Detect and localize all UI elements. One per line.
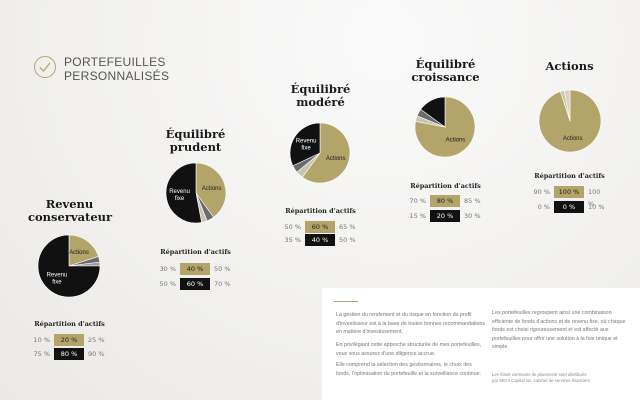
range-low: 30 % [159,265,176,273]
portfolio-equilibre-prudent: Équilibré prudent Actions Revenu fixe Répa… [148,128,243,298]
info-paragraph-4: Les portefeuilles regroupent ainsi une c… [492,310,626,351]
portfolio-equilibre-croissance: Équilibré croissance Actions Répartition… [398,58,493,228]
range-target: 80 % [54,348,84,360]
revenu-fixe-range-row: 75 % 80 % 90 % [32,348,127,360]
info-paragraph-3: Elle comprend la sélection des gestionna… [336,362,481,377]
range-target: 100 % [554,186,584,198]
range-target: 40 % [180,263,210,275]
portfolio-title: Revenu conservateur [28,197,113,224]
repartition-title: Répartition d'actifs [160,248,231,256]
actions-range-row: 90 % 100 % 100 % [532,186,627,208]
range-low: 35 % [284,236,301,244]
slice-label: Actions [563,136,583,142]
pie-slice [420,96,446,128]
range-high: 90 % [88,350,105,358]
info-paragraph-2: En privilégiant cette approche structuré… [336,342,482,357]
pie-chart: Actions Revenu fixe [289,122,351,184]
slice-label: Actions [69,250,89,256]
slice-label: Revenu fixe [169,189,190,202]
pie-slice [195,162,227,218]
range-target: 0 % [554,201,584,213]
pie-chart: Actions [538,89,602,153]
actions-range-row: 30 % 40 % 50 % [158,263,253,275]
pie-chart: Actions Revenu fixe [165,162,227,224]
repartition-title: Répartition d'actifs [285,207,356,215]
actions-range-row: 70 % 80 % 85 % [408,195,503,207]
range-low: 50 % [159,280,176,288]
actions-range-row: 10 % 20 % 25 % [32,334,127,346]
slice-label: Revenu fixe [296,139,317,152]
range-high: 65 % [339,223,356,231]
slice-label: Actions [446,138,466,144]
accent-divider [334,301,358,302]
footnote: Les fonds communs de placement sont dist… [492,372,590,384]
range-low: 70 % [409,197,426,205]
range-target: 20 % [430,210,460,222]
portfolio-title: Équilibré prudent [165,127,226,154]
range-high: 70 % [214,280,231,288]
range-high: 10 % [588,203,605,211]
checkmark-circle-icon [34,56,56,78]
range-high: 30 % [464,212,481,220]
range-target: 20 % [54,334,84,346]
pie-slice [414,96,476,158]
revenu-fixe-range-row: 50 % 60 % 70 % [158,278,253,290]
pie-slice [37,234,101,298]
pie-chart: Actions Revenu fixe [37,234,101,298]
range-low: 50 % [284,223,301,231]
portfolio-equilibre-modere: Équilibré modéré Actions Revenu fixe Répar… [273,83,368,253]
portfolio-actions: Actions Actions Répartition d'actifs 90 … [522,60,617,230]
range-low: 15 % [409,212,426,220]
pie-slice [563,89,571,122]
range-target: 40 % [305,234,335,246]
range-high: 50 % [214,265,231,273]
pie-slice [301,122,351,184]
range-low: 10 % [33,336,50,344]
page-title-line2: PERSONNALISÉS [64,69,170,83]
pie-slice [289,122,321,167]
range-target: 60 % [305,221,335,233]
range-target: 80 % [430,195,460,207]
info-paragraph-1: La gestion du rendement et du risque en … [336,312,486,336]
slice-label: Actions [326,156,346,162]
portfolio-title: Équilibré modéré [290,82,351,109]
portfolio-revenu-conservateur: Revenu conservateur Actions Revenu fixe Ré… [22,198,117,368]
range-target: 60 % [180,278,210,290]
range-low: 75 % [33,350,50,358]
actions-range-row: 50 % 60 % 65 % [283,221,378,233]
repartition-title: Répartition d'actifs [410,182,481,190]
range-high: 50 % [339,236,356,244]
range-low: 0 % [537,203,550,211]
slice-label: Revenu fixe [47,273,68,286]
range-low: 90 % [533,188,550,196]
revenu-fixe-range-row: 35 % 40 % 50 % [283,234,378,246]
repartition-title: Répartition d'actifs [534,172,605,180]
range-high: 25 % [88,336,105,344]
info-panel: La gestion du rendement et du risque en … [322,288,640,400]
slice-label: Actions [202,186,222,192]
portfolio-title: Équilibré croissance [411,57,480,84]
pie-slice [165,162,202,224]
pie-chart: Actions [414,96,476,158]
range-high: 100 % [588,188,601,208]
pie-slice [68,234,99,267]
revenu-fixe-range-row: 15 % 20 % 30 % [408,210,503,222]
range-high: 85 % [464,197,481,205]
page-title-line1: PORTEFEUILLES [64,55,166,69]
revenu-fixe-range-row: 0 % 0 % 10 % [532,201,627,213]
portfolio-title: Actions [545,59,594,73]
repartition-title: Répartition d'actifs [34,320,105,328]
